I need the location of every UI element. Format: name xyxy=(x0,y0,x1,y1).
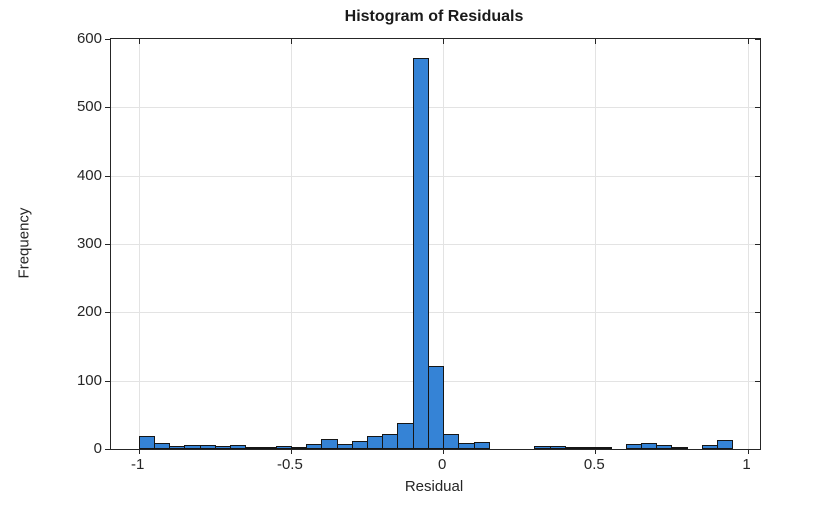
x-tick-mark xyxy=(747,449,749,454)
histogram-bar xyxy=(656,444,673,449)
histogram-bar xyxy=(534,445,551,449)
histogram-bar xyxy=(138,436,155,449)
x-tick-label: 0.5 xyxy=(583,456,605,473)
histogram-bar xyxy=(640,442,658,449)
histogram-bar xyxy=(184,444,201,449)
histogram-bar xyxy=(260,446,277,449)
histogram-bar xyxy=(564,447,582,449)
histogram-bar xyxy=(382,433,399,449)
x-gridline xyxy=(595,39,597,449)
histogram-bar xyxy=(473,442,490,449)
x-tick-mark xyxy=(443,449,445,454)
histogram-bar xyxy=(367,436,384,449)
y-tick-mark xyxy=(105,107,110,109)
histogram-bar xyxy=(671,447,688,449)
histogram-bar xyxy=(306,443,323,449)
histogram-bar xyxy=(412,58,429,449)
y-gridline xyxy=(111,175,760,177)
histogram-bar xyxy=(245,447,262,449)
x-tick-mark xyxy=(138,449,140,454)
y-tick-mark-right xyxy=(755,449,760,450)
y-tick-label: 500 xyxy=(76,98,102,116)
y-tick-mark-right xyxy=(755,175,760,177)
histogram-bar xyxy=(458,442,475,449)
y-tick-label: 0 xyxy=(93,440,102,457)
x-gridline xyxy=(290,39,292,449)
histogram-bar xyxy=(580,447,597,449)
histogram-bar xyxy=(230,444,247,449)
x-axis-label: Residual xyxy=(404,478,464,495)
x-tick-label: 1 xyxy=(742,456,751,473)
x-tick-label: -0.5 xyxy=(276,456,303,473)
histogram-bar xyxy=(199,444,216,449)
y-gridline xyxy=(111,244,760,245)
y-tick-mark-right xyxy=(755,107,760,109)
histogram-bar xyxy=(397,423,414,449)
y-tick-mark xyxy=(105,39,110,40)
y-gridline xyxy=(111,107,760,109)
x-tick-label: -1 xyxy=(131,456,145,473)
histogram-bar xyxy=(427,366,445,449)
y-tick-label: 100 xyxy=(76,371,102,389)
histogram-bar xyxy=(595,446,612,449)
y-tick-mark-right xyxy=(755,312,760,314)
chart-title: Histogram of Residuals xyxy=(344,8,524,25)
y-tick-label: 200 xyxy=(76,303,102,321)
histogram-bar xyxy=(214,446,232,449)
histogram-bar xyxy=(169,446,186,449)
x-tick-mark xyxy=(290,449,292,454)
x-tick-mark-top xyxy=(747,39,749,44)
histogram-bar xyxy=(717,440,734,449)
x-tick-mark-top xyxy=(595,39,597,44)
plot-area xyxy=(105,38,761,454)
histogram-bar xyxy=(336,444,353,449)
y-tick-mark xyxy=(105,312,110,314)
y-tick-mark xyxy=(105,244,110,245)
y-tick-mark-right xyxy=(755,244,760,245)
y-axis-label: Frequency xyxy=(15,207,33,279)
histogram-bar xyxy=(549,446,566,449)
y-tick-mark xyxy=(105,380,110,382)
y-tick-label: 400 xyxy=(76,166,102,184)
y-tick-mark-right xyxy=(755,380,760,382)
x-tick-mark xyxy=(595,449,597,454)
histogram-bar xyxy=(625,444,642,449)
y-tick-label: 600 xyxy=(76,30,102,47)
y-tick-mark xyxy=(105,449,110,450)
histogram-bar xyxy=(351,441,368,449)
y-tick-label: 300 xyxy=(76,235,102,252)
x-tick-mark-top xyxy=(443,39,445,44)
histogram-bar xyxy=(153,442,171,449)
x-gridline xyxy=(138,39,140,449)
x-gridline xyxy=(443,39,445,449)
histogram-bar xyxy=(321,438,338,449)
x-tick-mark-top xyxy=(138,39,140,44)
x-tick-mark-top xyxy=(290,39,292,44)
histogram-bar xyxy=(290,446,308,449)
y-tick-mark xyxy=(105,175,110,177)
histogram-bar xyxy=(701,444,719,449)
y-tick-mark-right xyxy=(755,39,760,40)
y-gridline xyxy=(111,312,760,314)
x-gridline xyxy=(747,39,749,449)
histogram-bar xyxy=(275,446,292,449)
x-tick-label: 0 xyxy=(437,456,447,473)
histogram-bar xyxy=(443,433,460,449)
